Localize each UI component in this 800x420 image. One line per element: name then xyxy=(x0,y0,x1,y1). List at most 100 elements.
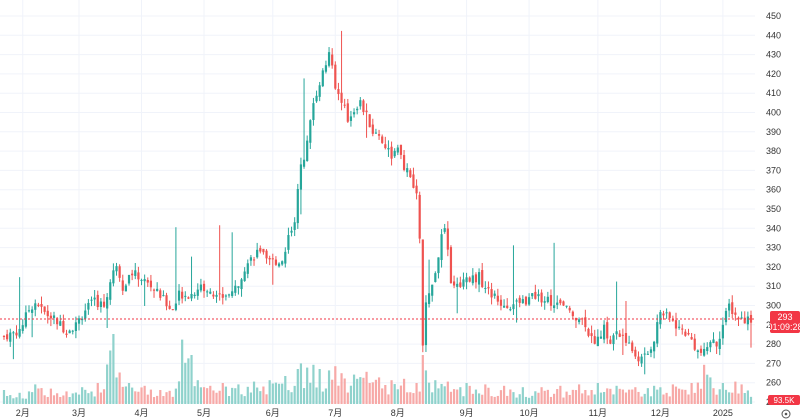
candle-body xyxy=(690,337,693,340)
volume-bar xyxy=(199,387,203,404)
volume-bar xyxy=(471,393,474,404)
volume-bar xyxy=(249,392,253,404)
volume-bar xyxy=(112,334,115,404)
candle-body xyxy=(609,339,612,344)
time-axis[interactable]: 2月 3月 4月 5月 6月 7月 8月 9月 10月 11月 12月 2025 xyxy=(16,408,733,418)
volume-bar xyxy=(243,396,246,404)
candle-body xyxy=(671,319,674,321)
volume-bar xyxy=(421,355,424,404)
volume-bar xyxy=(196,380,199,404)
volume-bar xyxy=(343,378,346,404)
volume-bar xyxy=(24,398,27,404)
volume-bar xyxy=(352,374,356,404)
candle-body xyxy=(737,317,740,320)
candle-body xyxy=(740,317,743,319)
candle-body xyxy=(71,330,74,332)
candle-body xyxy=(181,291,184,299)
candle-body xyxy=(190,293,193,299)
volume-bar xyxy=(209,385,212,404)
candlesticks xyxy=(2,30,753,375)
volume-bar xyxy=(93,396,96,404)
candle-body xyxy=(243,271,246,281)
candle-body xyxy=(302,159,306,167)
volume-bar xyxy=(574,390,578,404)
candle-body xyxy=(384,144,387,149)
volume-bar xyxy=(668,396,671,404)
volume-bar xyxy=(671,384,674,404)
candle-body xyxy=(434,273,437,282)
candle-body xyxy=(368,114,371,128)
candle-body xyxy=(227,294,231,296)
volume-bar xyxy=(181,339,184,404)
candle-body xyxy=(234,285,237,293)
candle-body xyxy=(621,334,624,336)
candle-body xyxy=(165,295,168,307)
candle-body xyxy=(162,295,165,297)
volume-bar xyxy=(159,390,162,404)
candle-body xyxy=(465,277,468,283)
candle-body xyxy=(731,302,734,314)
volume-bar xyxy=(221,383,224,404)
volume-bar xyxy=(437,388,440,404)
volume-bar xyxy=(749,396,753,404)
volume-bar xyxy=(631,389,634,404)
settings-icon[interactable] xyxy=(781,409,791,419)
volume-bar xyxy=(415,383,418,404)
volume-bar xyxy=(68,397,71,404)
volume-bar xyxy=(21,398,24,404)
volume-bar xyxy=(490,396,493,404)
volume-bar xyxy=(337,385,340,404)
volume-bar xyxy=(724,389,728,404)
volume-bar xyxy=(327,370,331,404)
candle-body xyxy=(81,318,84,321)
candle-body xyxy=(502,305,506,308)
volume-bar xyxy=(612,394,615,404)
volume-bar xyxy=(171,396,174,404)
volume-bar xyxy=(509,389,512,404)
volume-bar xyxy=(349,385,353,404)
x-tick-label: 2025 xyxy=(713,408,733,418)
candle-body xyxy=(527,297,531,305)
volume-bar xyxy=(174,388,178,404)
volume-bar xyxy=(43,395,46,404)
volume-bar xyxy=(440,383,443,404)
candle-body xyxy=(315,95,318,102)
candle-body xyxy=(468,277,471,282)
candle-body xyxy=(543,301,546,303)
candle-body xyxy=(665,312,668,314)
y-tick-label: 300 xyxy=(766,301,781,311)
candle-body xyxy=(131,273,134,276)
volume-bar xyxy=(2,390,6,404)
volume-bar xyxy=(746,390,749,404)
candle-body xyxy=(490,289,493,298)
candle-body xyxy=(365,110,368,113)
candle-body xyxy=(287,235,290,250)
volume-bar xyxy=(202,387,206,404)
volume-bar xyxy=(115,377,118,404)
volume-bar xyxy=(606,388,609,404)
volume-bar xyxy=(656,389,659,404)
price-axis[interactable]: 2502602702802903003103203303403503603703… xyxy=(766,11,781,407)
volume-bar xyxy=(621,389,624,404)
countdown-label: 01:09:28 xyxy=(767,322,800,332)
volume-bar xyxy=(121,386,124,404)
y-tick-label: 280 xyxy=(766,339,781,349)
volume-bar xyxy=(212,390,215,404)
x-tick-label: 11月 xyxy=(589,408,607,418)
candle-body xyxy=(171,309,174,311)
volume-bar xyxy=(634,387,637,404)
candle-body xyxy=(662,313,665,316)
volume-bar xyxy=(168,390,171,404)
volume-bar xyxy=(731,392,734,404)
candle-body xyxy=(624,333,628,343)
volume-bar xyxy=(584,389,587,404)
candle-body xyxy=(90,299,93,301)
candle-body xyxy=(615,331,618,335)
candle-body xyxy=(515,300,518,302)
volume-bar xyxy=(603,391,606,404)
candle-body xyxy=(177,290,181,301)
volume-bar xyxy=(618,388,621,404)
candle-body xyxy=(728,303,731,311)
